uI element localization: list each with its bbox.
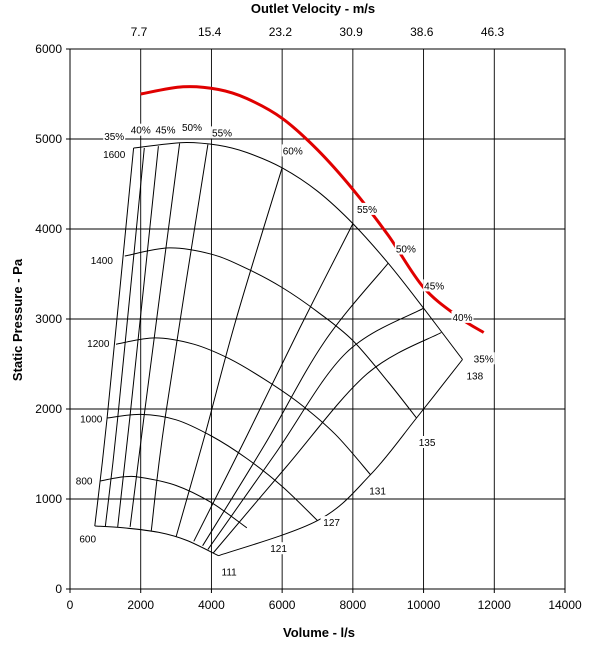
- outlet-area-label: 131: [369, 487, 386, 498]
- efficiency-label: 45%: [155, 126, 175, 137]
- top-tick-label: 38.6: [410, 25, 434, 39]
- efficiency-label-bg: [129, 123, 152, 136]
- efficiency-line-9: [212, 332, 442, 554]
- outlet-area-label-bg: [463, 369, 486, 382]
- top-axis-title: Outlet Velocity - m/s: [251, 1, 375, 16]
- efficiency-label-bg: [451, 310, 474, 323]
- y-tick-label: 3000: [35, 312, 62, 326]
- efficiency-label-bg: [154, 123, 177, 136]
- efficiency-label-bg: [356, 202, 378, 215]
- x-tick-label: 12000: [478, 598, 512, 612]
- efficiency-label-bg: [472, 352, 495, 365]
- efficiency-label: 35%: [474, 354, 494, 365]
- efficiency-line-5: [175, 167, 283, 537]
- y-axis-title: Static Pressure - Pa: [10, 258, 25, 381]
- top-tick-label: 15.4: [198, 25, 222, 39]
- speed-label: 1200: [87, 339, 110, 350]
- x-axis-title: Volume - l/s: [283, 625, 355, 640]
- outlet-area-label: 111: [222, 568, 238, 579]
- speed-label: 1400: [91, 256, 114, 267]
- speed-curve-1600: [133, 142, 463, 360]
- x-tick-label: 4000: [198, 598, 225, 612]
- speed-curve-600: [94, 525, 219, 557]
- outlet-area-label: 127: [323, 518, 340, 529]
- speed-label: 800: [76, 477, 93, 488]
- y-tick-label: 0: [55, 582, 62, 596]
- efficiency-line-6: [193, 223, 354, 542]
- top-tick-label: 23.2: [269, 25, 293, 39]
- efficiency-label-bg: [423, 279, 446, 292]
- axis-ticks: 0 1000 2000 3000 4000 5000 6000 0 2000 4000 6000 80…: [35, 42, 582, 612]
- x-tick-label: 14000: [548, 598, 582, 612]
- y-tick-label: 2000: [35, 402, 62, 416]
- efficiency-label-bg: [103, 130, 126, 142]
- outlet-area-label-bg: [416, 436, 439, 448]
- speed-label-bg: [87, 254, 116, 267]
- efficiency-label: 50%: [182, 123, 202, 134]
- efficiency-line-10: [218, 359, 463, 557]
- efficiency-line-1: [104, 147, 145, 527]
- top-axis-ticks: 7.7 15.4 23.2 30.9 38.6 46.3: [131, 25, 505, 39]
- top-tick-label: 46.3: [481, 25, 505, 39]
- outlet-area-label-bg: [218, 565, 241, 578]
- speed-curve-1400: [124, 247, 417, 419]
- efficiency-line-4: [150, 144, 209, 531]
- efficiency-label-bg: [281, 144, 304, 157]
- outlet-area-label: 138: [466, 371, 483, 382]
- speed-label: 1600: [103, 150, 126, 161]
- speed-label-bg: [76, 532, 99, 545]
- performance-curves: [94, 85, 485, 557]
- x-tick-label: 6000: [269, 598, 296, 612]
- outlet-area-label-bg: [320, 516, 343, 529]
- speed-label: 1000: [80, 415, 103, 426]
- y-tick-label: 1000: [35, 492, 62, 506]
- x-tick-label: 8000: [340, 598, 367, 612]
- speed-label: 600: [79, 534, 96, 545]
- outlet-area-label: 135: [419, 438, 436, 449]
- speed-label-bg: [84, 337, 113, 349]
- efficiency-label: 45%: [424, 281, 444, 292]
- speed-label-bg: [73, 474, 96, 487]
- efficiency-label: 40%: [452, 313, 472, 324]
- efficiency-line-0: [94, 147, 135, 527]
- speed-curve-1000: [107, 413, 318, 521]
- top-tick-label: 30.9: [339, 25, 363, 39]
- x-tick-label: 0: [67, 598, 74, 612]
- efficiency-label: 35%: [104, 132, 124, 143]
- efficiency-label: 50%: [396, 245, 416, 256]
- efficiency-line-2: [117, 146, 159, 527]
- outlet-area-label-bg: [366, 484, 389, 497]
- y-tick-label: 5000: [35, 132, 62, 146]
- y-tick-label: 4000: [35, 222, 62, 236]
- speed-label-bg: [100, 148, 129, 160]
- efficiency-label: 55%: [212, 128, 232, 139]
- top-tick-label: 7.7: [131, 25, 148, 39]
- efficiency-line-3: [129, 143, 181, 527]
- efficiency-label-bg: [211, 126, 234, 139]
- efficiency-line-7: [202, 262, 389, 547]
- x-tick-label: 2000: [127, 598, 154, 612]
- efficiency-line-8: [207, 307, 424, 550]
- y-tick-label: 6000: [35, 42, 62, 56]
- outlet-area-label-bg: [267, 542, 290, 555]
- efficiency-label-bg: [394, 242, 417, 255]
- efficiency-label: 40%: [131, 126, 151, 137]
- curve-labels: 1600 1400 1200 1000 800 600 35% 40% 45% 50% 55% 60%…: [73, 121, 495, 579]
- grid-lines: [69, 48, 566, 590]
- outlet-area-label: 121: [270, 544, 287, 555]
- speed-curve-1200: [115, 337, 371, 476]
- system-curve: [140, 85, 485, 334]
- efficiency-label: 60%: [283, 146, 303, 157]
- efficiency-label-bg: [180, 121, 203, 133]
- efficiency-label: 55%: [357, 205, 377, 216]
- speed-label-bg: [77, 412, 106, 425]
- x-tick-label: 10000: [407, 598, 441, 612]
